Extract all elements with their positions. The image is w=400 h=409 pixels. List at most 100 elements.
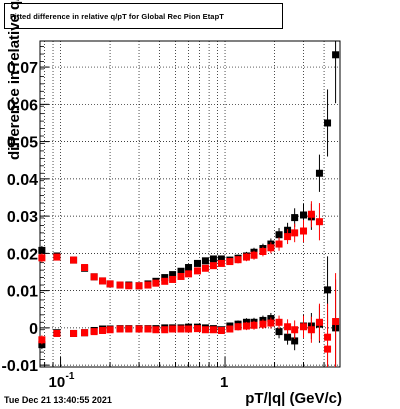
red-marker: [217, 259, 225, 267]
black-marker: [284, 333, 292, 341]
red-marker: [106, 280, 114, 288]
red-marker: [53, 329, 61, 337]
red-marker: [209, 262, 217, 270]
red-marker: [291, 326, 299, 334]
red-marker: [99, 326, 107, 334]
black-marker: [324, 286, 332, 294]
x-axis-label: pT/|q| (GeV/c): [245, 390, 342, 407]
red-marker: [152, 279, 160, 287]
red-marker: [284, 323, 292, 331]
axes: -0.01 0 0.01 0.02 0.03 0.04 0.05 0.06 0.07 10 -1 1: [2, 40, 341, 391]
red-marker: [90, 273, 98, 281]
red-marker: [169, 325, 177, 333]
chart-title: Fitted difference in relative q/pT for G…: [10, 11, 224, 21]
plot-border: [39, 40, 341, 368]
red-marker: [201, 264, 209, 272]
red-marker: [185, 270, 193, 278]
red-marker: [70, 256, 78, 264]
red-marker: [135, 282, 143, 290]
black-marker: [193, 259, 201, 267]
x-tick-label-exponent: -1: [66, 371, 75, 382]
black-marker: [209, 255, 217, 263]
x-tick-label: 10: [49, 374, 66, 391]
red-marker: [185, 325, 193, 333]
data-points: [38, 41, 340, 367]
red-marker: [267, 319, 275, 327]
red-marker: [90, 328, 98, 336]
red-marker: [201, 326, 209, 334]
red-marker: [125, 282, 133, 290]
black-marker: [38, 246, 46, 254]
red-marker: [300, 227, 308, 235]
red-marker: [242, 322, 250, 330]
black-marker: [291, 337, 299, 345]
red-marker: [106, 326, 114, 334]
red-marker: [324, 345, 332, 353]
red-marker: [70, 329, 78, 337]
red-marker: [234, 256, 242, 264]
red-marker: [99, 277, 107, 285]
red-marker: [169, 275, 177, 283]
y-tick-label: 0.06: [7, 97, 38, 114]
red-marker: [259, 320, 267, 328]
red-marker: [259, 248, 267, 256]
y-tick-label: 0.02: [7, 246, 38, 263]
red-marker: [250, 251, 258, 259]
black-marker: [217, 255, 225, 263]
red-marker: [300, 323, 308, 331]
red-marker: [242, 253, 250, 261]
y-tick-label: 0.03: [7, 209, 38, 226]
red-marker: [307, 326, 315, 334]
black-marker: [275, 328, 283, 336]
red-marker: [125, 325, 133, 333]
red-marker: [144, 325, 152, 333]
red-marker: [217, 326, 225, 334]
red-marker: [177, 325, 185, 333]
chart-title-box: Fitted difference in relative q/pT for G…: [4, 3, 283, 29]
red-marker: [332, 318, 340, 326]
y-tick-label: 0: [29, 321, 38, 338]
red-marker: [226, 325, 234, 333]
red-marker: [81, 264, 89, 272]
red-marker: [250, 321, 258, 329]
red-marker: [53, 253, 61, 261]
black-marker: [185, 264, 193, 272]
y-tick-label: 0.05: [7, 135, 38, 152]
red-marker: [291, 229, 299, 237]
black-marker: [332, 51, 340, 59]
red-marker: [116, 325, 124, 333]
red-marker: [267, 244, 275, 252]
red-marker: [209, 326, 217, 334]
red-marker: [315, 218, 323, 226]
black-marker: [169, 271, 177, 279]
red-marker: [116, 281, 124, 289]
red-marker: [144, 281, 152, 289]
red-marker: [135, 325, 143, 333]
black-marker: [38, 341, 46, 349]
red-marker: [38, 336, 46, 344]
red-marker: [81, 329, 89, 337]
y-tick-label: 0.04: [7, 172, 38, 189]
y-axis-label: difference in relative q/pT: [6, 0, 23, 160]
red-marker: [234, 323, 242, 331]
red-marker: [177, 272, 185, 280]
black-marker: [291, 214, 299, 222]
red-marker: [275, 318, 283, 326]
black-marker: [201, 257, 209, 265]
timestamp-footer: Tue Dec 21 13:40:55 2021: [4, 395, 112, 405]
red-marker: [307, 210, 315, 218]
y-tick-label: 0.01: [7, 284, 38, 301]
black-marker: [275, 231, 283, 239]
red-marker: [315, 318, 323, 326]
black-marker: [177, 267, 185, 275]
black-marker: [315, 169, 323, 177]
y-tick-label: 0.07: [7, 60, 38, 77]
black-marker: [300, 211, 308, 219]
plot-frame: [39, 40, 341, 368]
red-marker: [161, 277, 169, 285]
x-tick-label: 1: [220, 374, 228, 391]
red-marker: [193, 325, 201, 333]
red-marker: [152, 326, 160, 334]
black-marker: [161, 274, 169, 282]
